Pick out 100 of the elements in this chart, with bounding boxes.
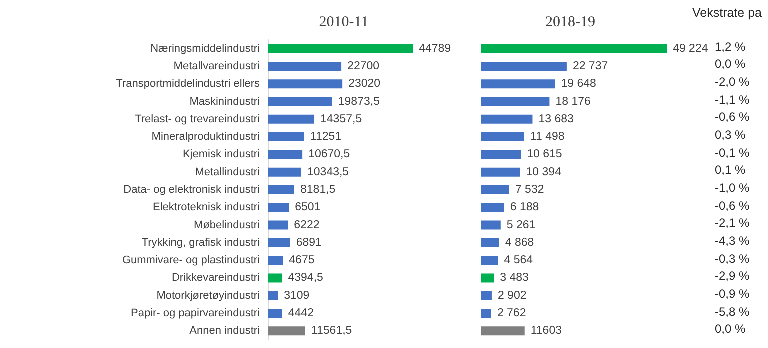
bar — [268, 114, 315, 124]
bar — [481, 97, 550, 106]
data-label: 10343,5 — [308, 166, 350, 178]
text: -0,6 % — [715, 198, 750, 213]
bar — [481, 291, 492, 300]
y-tick-label: Drikkevareindustri — [172, 272, 260, 284]
bar — [481, 238, 500, 248]
bar — [481, 80, 556, 89]
data-label: 4 868 — [505, 236, 534, 249]
data-label: 23020 — [348, 78, 381, 90]
data-label: 10670,5 — [308, 148, 350, 161]
data-label: 6891 — [296, 236, 322, 249]
text: 0,0 % — [715, 57, 746, 72]
bar — [481, 114, 533, 124]
y-tick-label: Næringsmiddelindustri — [150, 42, 260, 55]
bar — [268, 203, 290, 212]
data-label: 22 737 — [572, 60, 608, 72]
y-tick-label: Metallindustri — [195, 166, 260, 178]
bar — [268, 238, 290, 248]
data-label: 44789 — [419, 42, 452, 55]
bar — [481, 150, 522, 160]
data-label: 10 394 — [526, 166, 562, 178]
bar — [268, 220, 288, 230]
data-label: 11603 — [530, 325, 562, 338]
text: -0,6 % — [715, 110, 750, 124]
bar — [481, 132, 524, 142]
bar — [268, 256, 284, 266]
y-tick-label: Maskinindustri — [190, 96, 260, 108]
y-tick-label: Trykking, grafisk industri — [142, 236, 260, 249]
text: -2,1 % — [715, 216, 750, 230]
data-label: 4675 — [289, 254, 315, 267]
data-label: 11 498 — [530, 131, 565, 144]
bar — [481, 168, 520, 177]
bar — [481, 256, 498, 266]
text: -4,3 % — [715, 234, 750, 248]
data-label: 49 224 — [673, 42, 709, 55]
data-label: 4 564 — [504, 254, 534, 267]
data-label: 4442 — [288, 308, 314, 320]
bar — [481, 220, 501, 230]
bar — [481, 326, 525, 336]
text: 0,3 % — [715, 128, 746, 142]
bar — [268, 274, 282, 283]
data-label: 14357,5 — [320, 113, 362, 126]
data-label: 19 648 — [561, 78, 596, 90]
text: 0,0 % — [715, 322, 746, 336]
data-label: 2 762 — [497, 308, 526, 320]
data-label: 18 176 — [556, 96, 591, 108]
bar — [481, 62, 567, 71]
chart-title: 2010-11 — [319, 14, 369, 30]
bar — [481, 44, 668, 54]
data-label: 6222 — [294, 219, 320, 232]
data-label: 8181,5 — [300, 184, 336, 196]
bar — [268, 80, 343, 89]
data-label: 2 902 — [498, 290, 527, 302]
text: -5,8 % — [715, 304, 750, 319]
data-label: 6 188 — [510, 202, 540, 214]
bar — [268, 132, 304, 142]
text: -1,1 % — [715, 92, 750, 107]
bar — [268, 186, 295, 194]
bar — [268, 150, 303, 160]
y-tick-label: Kjemisk industri — [182, 148, 260, 161]
text: Vekstrate pa — [692, 6, 762, 20]
bar — [268, 44, 414, 54]
y-tick-label: Mineralproduktindustri — [152, 131, 260, 144]
bar — [268, 291, 278, 300]
data-label: 3109 — [284, 290, 310, 302]
y-tick-label: Gummivare- og plastindustri — [122, 254, 260, 267]
y-tick-label: Papir- og papirvareindustri — [130, 308, 260, 320]
text: 0,1 % — [715, 163, 746, 178]
bar — [268, 326, 306, 336]
data-label: 10 615 — [527, 148, 562, 161]
text: -0,3 % — [715, 252, 750, 266]
chart-title: 2018-19 — [546, 14, 596, 30]
text: -2,0 % — [715, 75, 750, 90]
data-label: 13 683 — [538, 113, 574, 126]
data-label: 22700 — [348, 60, 380, 72]
bar — [481, 186, 510, 194]
text: -0,1 % — [715, 146, 750, 160]
data-label: 4394,5 — [288, 272, 324, 284]
bar — [268, 62, 342, 71]
data-label: 6501 — [295, 202, 321, 214]
y-tick-label: Motorkjøretøyindustri — [156, 290, 260, 302]
y-tick-label: Trelast- og trevareindustri — [135, 113, 260, 126]
bar — [481, 309, 492, 318]
y-tick-label: Metallvareindustri — [174, 60, 260, 72]
data-label: 19873,5 — [338, 96, 380, 108]
bar — [268, 168, 302, 177]
y-tick-label: Transportmiddelindustri ellers — [116, 78, 260, 90]
data-label: 7 532 — [515, 184, 544, 196]
bar — [481, 203, 504, 212]
data-label: 11251 — [310, 131, 342, 144]
text: -1,0 % — [715, 181, 750, 195]
y-tick-label: Møbelindustri — [194, 219, 260, 232]
text: -0,9 % — [715, 286, 750, 301]
y-tick-label: Annen industri — [190, 325, 260, 338]
bar — [481, 274, 494, 283]
data-label: 11561,5 — [311, 325, 352, 338]
y-tick-label: Elektroteknisk industri — [153, 202, 260, 214]
bar — [268, 309, 282, 318]
text: 1,2 % — [715, 40, 746, 54]
